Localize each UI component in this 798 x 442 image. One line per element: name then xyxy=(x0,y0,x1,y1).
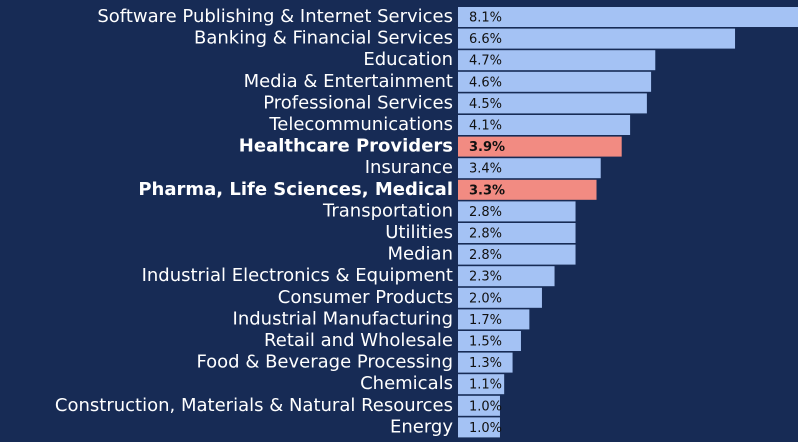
bar xyxy=(458,417,500,438)
bar xyxy=(458,201,576,222)
value-label: 2.8% xyxy=(469,248,502,263)
value-label: 2.3% xyxy=(469,270,502,285)
category-label: Food & Beverage Processing xyxy=(196,352,453,373)
category-label: Banking & Financial Services xyxy=(194,28,453,49)
value-label: 4.5% xyxy=(469,97,502,112)
value-label: 4.6% xyxy=(469,75,502,90)
value-label: 6.6% xyxy=(469,32,502,47)
bar xyxy=(458,352,513,373)
value-label: 2.0% xyxy=(469,291,502,306)
bar xyxy=(458,115,631,135)
category-label: Median xyxy=(388,244,453,265)
value-label: 1.5% xyxy=(469,335,502,350)
category-label: Software Publishing & Internet Services xyxy=(97,6,453,27)
value-label: 1.1% xyxy=(469,378,502,393)
category-label: Retail and Wholesale xyxy=(264,330,453,351)
bar xyxy=(458,93,647,114)
category-label: Insurance xyxy=(365,157,453,178)
category-label: Industrial Manufacturing xyxy=(233,308,453,329)
bar xyxy=(458,71,652,92)
category-label: Construction, Materials & Natural Resour… xyxy=(55,395,453,416)
bar xyxy=(458,395,500,416)
category-label: Consumer Products xyxy=(278,287,453,308)
category-label: Telecommunications xyxy=(268,114,453,135)
bar xyxy=(458,158,601,179)
bar xyxy=(458,374,505,395)
value-label: 3.4% xyxy=(469,162,502,177)
value-label: 3.3% xyxy=(469,183,505,198)
value-label: 1.3% xyxy=(469,356,502,371)
bar xyxy=(458,309,530,330)
value-label: 1.7% xyxy=(469,313,502,328)
bar xyxy=(458,287,542,308)
category-label: Energy xyxy=(390,416,453,437)
bar xyxy=(458,7,798,27)
bar xyxy=(458,136,622,157)
category-label: Media & Entertainment xyxy=(244,71,453,92)
value-label: 4.7% xyxy=(469,54,502,69)
bar xyxy=(458,244,576,265)
category-label: Healthcare Providers xyxy=(239,136,453,157)
value-label: 2.8% xyxy=(469,227,502,242)
bar xyxy=(458,179,597,200)
value-label: 8.1% xyxy=(469,11,502,26)
category-label: Chemicals xyxy=(360,373,453,394)
value-label: 3.9% xyxy=(469,140,505,155)
value-label: 4.1% xyxy=(469,119,502,134)
bar xyxy=(458,223,576,243)
value-label: 2.8% xyxy=(469,205,502,220)
value-label: 1.0% xyxy=(469,399,502,414)
category-label: Professional Services xyxy=(263,92,453,113)
category-label: Industrial Electronics & Equipment xyxy=(142,265,453,286)
bar xyxy=(458,28,736,49)
bar xyxy=(458,331,521,351)
category-label: Education xyxy=(363,49,453,70)
bar xyxy=(458,266,555,287)
category-label: Utilities xyxy=(385,222,453,243)
category-label: Transportation xyxy=(322,200,453,221)
value-label: 1.0% xyxy=(469,421,502,436)
bar xyxy=(458,50,656,71)
category-label: Pharma, Life Sciences, Medical xyxy=(138,179,453,200)
